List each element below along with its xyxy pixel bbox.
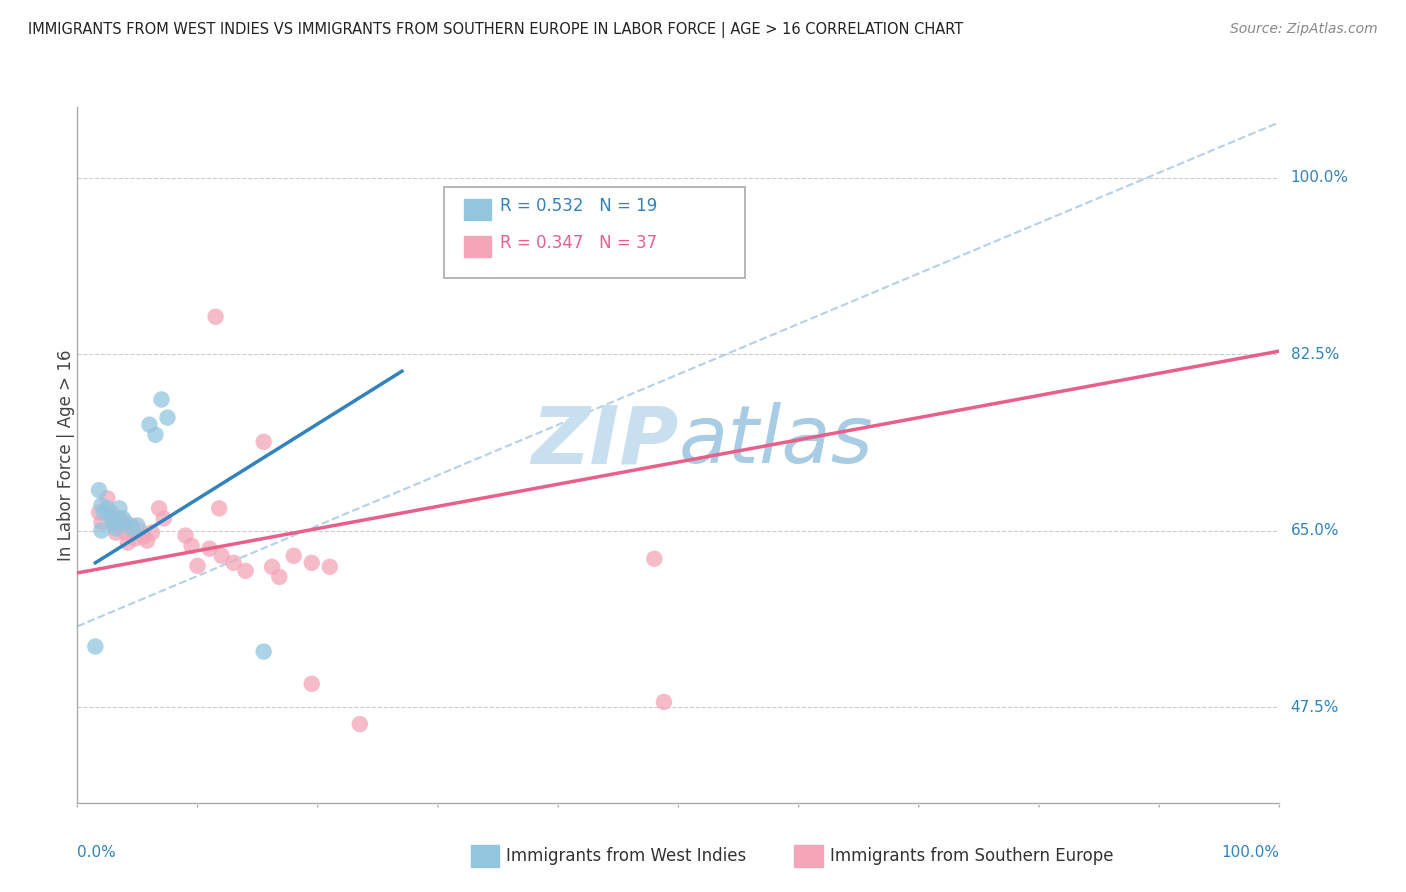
Text: 100.0%: 100.0% bbox=[1291, 170, 1348, 186]
Point bbox=[186, 558, 209, 573]
Point bbox=[235, 564, 257, 578]
Point bbox=[253, 434, 276, 449]
Point bbox=[114, 525, 136, 540]
Text: R = 0.532   N = 19: R = 0.532 N = 19 bbox=[501, 197, 658, 215]
Text: Immigrants from West Indies: Immigrants from West Indies bbox=[506, 847, 747, 865]
Point bbox=[180, 539, 202, 553]
Point bbox=[114, 516, 136, 530]
Bar bbox=[464, 236, 491, 257]
Point bbox=[262, 559, 284, 574]
Text: 100.0%: 100.0% bbox=[1222, 845, 1279, 860]
Text: 0.0%: 0.0% bbox=[77, 845, 117, 860]
Point bbox=[96, 501, 118, 516]
Point bbox=[117, 535, 139, 549]
Point bbox=[136, 533, 159, 548]
Point bbox=[253, 644, 276, 658]
Text: 65.0%: 65.0% bbox=[1291, 523, 1339, 538]
Point bbox=[128, 524, 150, 538]
Point bbox=[84, 640, 107, 654]
Point bbox=[111, 511, 134, 525]
Text: IMMIGRANTS FROM WEST INDIES VS IMMIGRANTS FROM SOUTHERN EUROPE IN LABOR FORCE | : IMMIGRANTS FROM WEST INDIES VS IMMIGRANT… bbox=[28, 22, 963, 38]
Point bbox=[301, 556, 323, 570]
Point bbox=[145, 427, 167, 442]
Point bbox=[150, 392, 173, 407]
Point bbox=[283, 549, 305, 563]
Point bbox=[319, 559, 342, 574]
Point bbox=[120, 518, 142, 533]
Text: ZIP: ZIP bbox=[531, 402, 679, 480]
Point bbox=[93, 505, 115, 519]
Point bbox=[124, 532, 146, 546]
Point bbox=[132, 530, 155, 544]
Point bbox=[96, 491, 118, 506]
Point bbox=[141, 525, 163, 540]
Point bbox=[643, 551, 665, 566]
Point bbox=[174, 528, 197, 542]
Text: atlas: atlas bbox=[679, 402, 873, 480]
Point bbox=[301, 677, 323, 691]
Y-axis label: In Labor Force | Age > 16: In Labor Force | Age > 16 bbox=[58, 349, 75, 561]
Point bbox=[87, 483, 110, 498]
Point bbox=[208, 501, 231, 516]
Point bbox=[148, 501, 170, 516]
Point bbox=[222, 556, 245, 570]
Text: 47.5%: 47.5% bbox=[1291, 699, 1339, 714]
Point bbox=[104, 522, 127, 536]
Point bbox=[108, 511, 131, 525]
Text: Source: ZipAtlas.com: Source: ZipAtlas.com bbox=[1230, 22, 1378, 37]
Point bbox=[90, 516, 112, 530]
Point bbox=[198, 541, 221, 556]
Text: R = 0.347   N = 37: R = 0.347 N = 37 bbox=[501, 235, 658, 252]
Point bbox=[100, 505, 122, 519]
Point bbox=[103, 516, 125, 530]
Point bbox=[103, 516, 125, 530]
Point bbox=[204, 310, 226, 324]
Point bbox=[120, 522, 142, 536]
Point bbox=[90, 524, 112, 538]
Text: Immigrants from Southern Europe: Immigrants from Southern Europe bbox=[830, 847, 1114, 865]
Point bbox=[349, 717, 371, 731]
Point bbox=[111, 518, 134, 533]
Point bbox=[269, 570, 291, 584]
Bar bbox=[464, 199, 491, 219]
Point bbox=[100, 510, 122, 524]
Point bbox=[138, 417, 160, 432]
Point bbox=[104, 525, 127, 540]
Text: 82.5%: 82.5% bbox=[1291, 347, 1339, 361]
Point bbox=[108, 501, 131, 516]
Point bbox=[87, 505, 110, 519]
Point bbox=[211, 549, 233, 563]
Point bbox=[90, 499, 112, 513]
Point bbox=[156, 410, 179, 425]
FancyBboxPatch shape bbox=[444, 187, 745, 277]
Point bbox=[127, 518, 149, 533]
Point bbox=[652, 695, 675, 709]
Point bbox=[153, 511, 176, 525]
